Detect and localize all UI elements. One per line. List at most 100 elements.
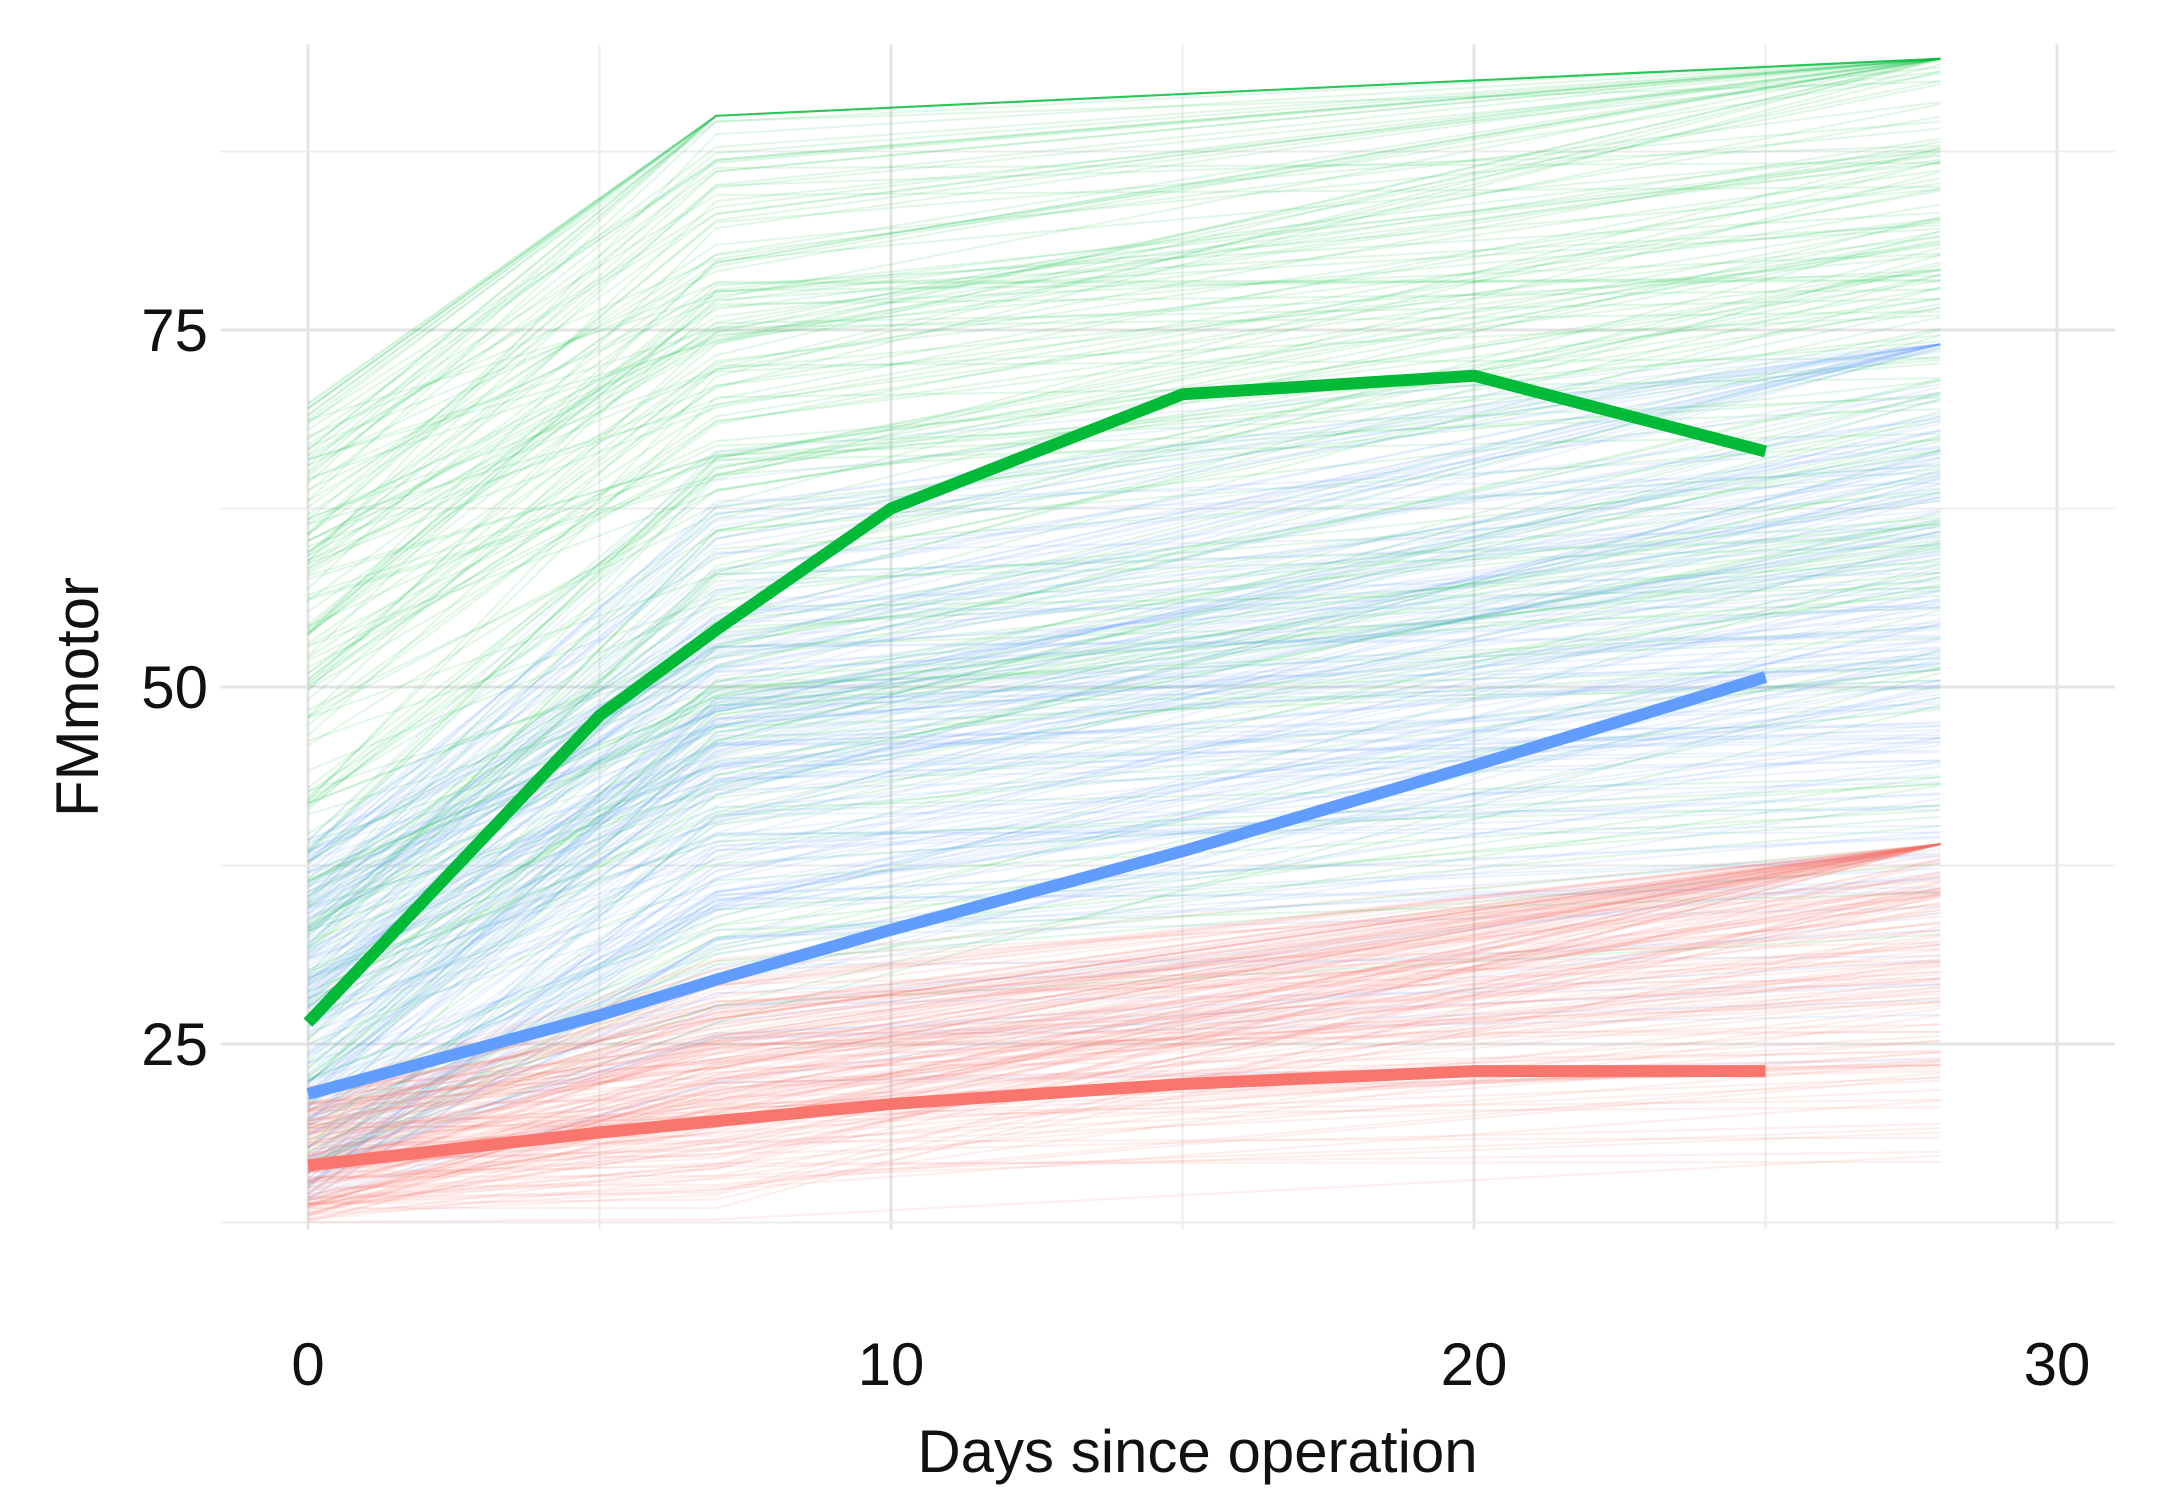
background-trajectory [307,563,1941,926]
background-trajectory [307,522,1941,1010]
background-trajectory [307,853,1941,1172]
background-trajectory [307,656,1941,1007]
background-trajectory [307,397,1941,920]
background-trajectory [307,177,1941,562]
background-trajectory [307,57,1941,493]
background-trajectory [307,219,1941,807]
background-trajectory [307,912,1941,1141]
background-trajectory [307,396,1941,647]
background-trajectory [307,683,1941,1117]
background-trajectory [307,286,1941,648]
background-trajectory [307,552,1941,1109]
background-trajectory [307,843,1941,1090]
background-trajectory [307,415,1941,1069]
background-trajectory [307,476,1941,1008]
background-trajectory [307,491,1941,1027]
background-trajectory [307,343,1941,916]
background-trajectory [307,57,1941,406]
background-trajectory [307,891,1941,1179]
background-trajectory [307,773,1941,1119]
background-trajectory [307,499,1941,907]
background-trajectory [307,530,1941,994]
background-trajectory [307,408,1941,581]
background-trajectory [307,448,1941,1082]
background-trajectory [307,666,1941,1142]
background-trajectory [307,482,1941,1052]
background-trajectory [307,253,1941,772]
background-trajectory [307,542,1941,1149]
background-trajectory [307,530,1941,1088]
background-trajectory [307,57,1941,635]
background-trajectory [307,734,1941,1029]
background-trajectory [307,909,1941,1144]
background-trajectory [307,983,1941,1142]
background-trajectory [307,736,1941,975]
background-trajectory [307,894,1941,1216]
background-trajectory [307,234,1941,855]
x-tick-label: 0 [291,1331,324,1398]
background-trajectory [307,153,1941,630]
background-trajectory [307,146,1941,422]
background-trajectory [307,477,1941,1008]
background-trajectory [307,483,1941,1109]
background-trajectory [307,843,1941,1118]
background-trajectory [307,781,1941,1101]
background-trajectory [307,1023,1941,1174]
background-trajectory [307,57,1941,458]
background-trajectory [307,803,1941,1154]
background-trajectory [307,328,1941,805]
background-trajectory [307,925,1941,1205]
background-trajectory [307,843,1941,1173]
background-trajectory [307,685,1941,1060]
background-trajectory [307,679,1941,1029]
background-trajectory [307,57,1941,421]
background-trajectory [307,524,1941,920]
background-trajectory [307,1051,1941,1211]
background-trajectory [307,617,1941,1162]
background-trajectory [307,740,1941,1149]
background-trajectory [307,314,1941,542]
background-trajectory [307,379,1941,852]
background-trajectory [307,378,1941,930]
background-trajectory [307,989,1941,1200]
background-trajectory [307,867,1941,1171]
background-trajectory [307,983,1941,1133]
series-line-3 [307,1065,1766,1172]
background-trajectory [307,605,1941,957]
background-trajectory [307,961,1941,1114]
background-trajectory [307,70,1941,590]
background-trajectory [307,127,1941,516]
background-trajectory [307,906,1941,1201]
background-trajectory [307,594,1941,1085]
background-trajectory [307,843,1941,1098]
background-trajectory [307,653,1941,1075]
background-trajectory [307,843,1941,1129]
background-trajectory [307,835,1941,1096]
background-trajectory [307,493,1941,1003]
background-trajectory [307,793,1941,1189]
background-trajectory [307,151,1941,480]
background-trajectory [307,613,1941,981]
background-trajectory [307,843,1941,1207]
background-trajectory [307,343,1941,888]
background-trajectory [307,429,1941,1096]
background-trajectory [307,751,1941,1083]
background-trajectory [307,607,1941,883]
background-trajectory [307,895,1941,1158]
background-trajectory [307,227,1941,636]
background-trajectory [307,417,1941,870]
background-trajectory [307,668,1941,942]
background-trajectory [307,1154,1941,1223]
background-trajectory [307,278,1941,565]
background-trajectory [307,589,1941,1027]
background-trajectory [307,343,1941,863]
background-trajectory [307,274,1941,491]
background-trajectory [307,843,1941,1171]
background-trajectory [307,999,1941,1157]
background-trajectory [307,928,1941,1122]
background-trajectory [307,510,1941,1017]
background-trajectory [307,513,1941,929]
background-trajectory [307,288,1941,602]
grid [220,44,2116,1230]
background-trajectory [307,744,1941,1159]
